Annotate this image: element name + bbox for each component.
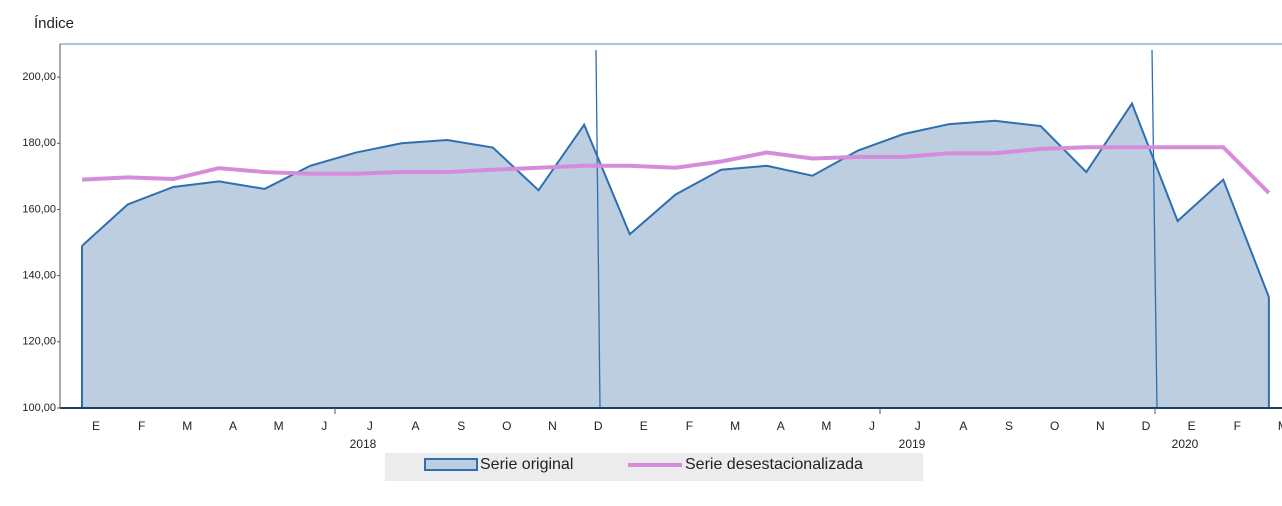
x-tick-label: F: [1234, 419, 1241, 433]
area: [82, 103, 1269, 409]
y-tick-label: 140,00: [22, 270, 56, 282]
year-separator: [595, 49, 601, 409]
x-tick-label: M: [821, 419, 831, 433]
y-tick-label: 180,00: [22, 137, 56, 149]
x-tick-label: S: [1005, 419, 1013, 433]
y-axis-label: Índice: [34, 15, 74, 32]
legend-label: Serie original: [480, 456, 573, 473]
x-tick-label: O: [502, 419, 511, 433]
x-tick-label: M: [1278, 419, 1282, 433]
x-tick-label: J: [321, 419, 327, 433]
y-tick-label: 160,00: [22, 203, 56, 215]
x-tick-label: O: [1050, 419, 1059, 433]
legend-swatch: [424, 458, 478, 471]
x-tick-label: D: [1142, 419, 1151, 433]
x-tick-label: F: [686, 419, 693, 433]
y-tick-label: 200,00: [22, 71, 56, 83]
year-label: 2018: [350, 437, 377, 451]
x-tick-label: A: [959, 419, 967, 433]
x-tick-label: M: [730, 419, 740, 433]
y-tick-label: 120,00: [22, 336, 56, 348]
x-tick-label: J: [869, 419, 875, 433]
x-tick-label: A: [412, 419, 420, 433]
year-label: 2019: [899, 437, 926, 451]
x-tick-label: N: [548, 419, 557, 433]
x-tick-label: M: [274, 419, 284, 433]
line: [81, 101, 1270, 298]
x-tick-label: E: [92, 419, 100, 433]
x-tick-label: A: [777, 419, 785, 433]
x-tick-label: F: [138, 419, 145, 433]
x-tick-label: S: [457, 419, 465, 433]
y-tick-label: 100,00: [22, 402, 56, 414]
legend-label: Serie desestacionalizada: [685, 456, 863, 473]
x-tick-label: A: [229, 419, 237, 433]
x-tick-label: D: [594, 419, 603, 433]
line: [81, 145, 1271, 195]
x-tick-label: E: [640, 419, 648, 433]
x-tick-label: J: [915, 419, 921, 433]
year-separator: [1151, 49, 1158, 409]
x-tick-label: E: [1188, 419, 1196, 433]
x-tick-label: M: [182, 419, 192, 433]
year-label: 2020: [1172, 437, 1199, 451]
x-tick-label: J: [367, 419, 373, 433]
x-tick-label: N: [1096, 419, 1105, 433]
